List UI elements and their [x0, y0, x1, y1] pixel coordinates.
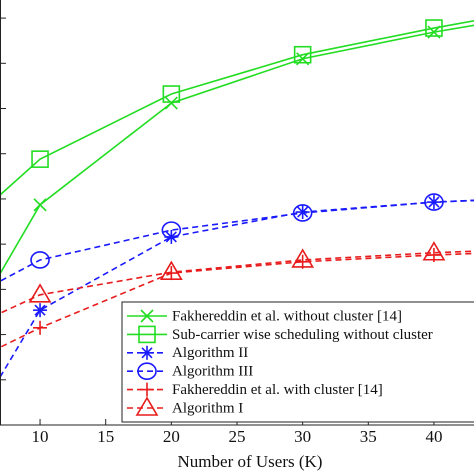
marker — [33, 198, 47, 212]
marker-shape — [293, 45, 312, 64]
x-tick-label: 35 — [360, 427, 377, 446]
x-tick-label: 10 — [32, 427, 49, 446]
marker — [161, 221, 182, 239]
series-line — [0, 20, 474, 197]
legend-label: Sub-carrier wise scheduling without clus… — [172, 327, 433, 343]
marker-shape — [162, 85, 181, 103]
marker — [140, 345, 154, 360]
marker — [138, 325, 156, 344]
marker-stroke — [164, 96, 178, 110]
x-tick-label: 25 — [229, 427, 246, 446]
marker-shape — [425, 19, 443, 37]
marker-stroke — [165, 231, 177, 243]
marker-shape — [422, 241, 446, 261]
marker-shape — [291, 248, 315, 268]
marker — [162, 85, 181, 103]
marker — [140, 382, 154, 397]
marker-stroke — [141, 347, 153, 359]
x-tick-label: 40 — [425, 427, 442, 446]
legend-label: Algorithm II — [172, 345, 248, 361]
marker-shape — [161, 221, 182, 239]
marker-stroke — [34, 304, 46, 316]
marker-shape — [31, 150, 49, 168]
x-tick-label: 15 — [97, 427, 114, 446]
legend: Fakhereddin et al. without cluster [14] S… — [121, 301, 474, 423]
x-tick-label: 20 — [163, 427, 180, 446]
marker-shape — [424, 193, 444, 211]
series-line — [0, 250, 474, 315]
x-axis-label: Number of Users (K) — [178, 452, 323, 471]
marker — [140, 309, 154, 323]
marker-shape — [159, 260, 183, 280]
marker-shape — [28, 283, 52, 303]
marker — [33, 320, 48, 335]
marker — [30, 251, 50, 269]
marker — [137, 362, 157, 381]
marker-stroke — [140, 309, 154, 323]
marker — [291, 248, 315, 268]
plot-area — [0, 19, 474, 379]
series-line — [0, 252, 474, 349]
series-line — [0, 24, 474, 276]
marker — [135, 396, 159, 416]
marker — [295, 205, 310, 220]
marker — [425, 19, 443, 37]
series-line — [0, 199, 474, 283]
marker-shape — [292, 204, 313, 222]
marker — [164, 96, 178, 110]
marker — [422, 241, 446, 261]
marker-shape — [138, 325, 156, 344]
marker — [28, 283, 52, 303]
legend-label: Fakhereddin et al. with cluster [14] — [172, 382, 383, 398]
legend-label: Fakhereddin et al. without cluster [14] — [172, 308, 402, 324]
marker — [424, 193, 444, 211]
marker-stroke — [33, 198, 47, 212]
legend-label: Algorithm I — [172, 400, 243, 416]
legend-box — [121, 301, 474, 423]
marker — [292, 204, 313, 222]
marker — [31, 150, 49, 168]
marker-shape — [30, 251, 50, 269]
marker — [33, 303, 48, 318]
marker-stroke — [297, 206, 309, 218]
x-tick-label: 30 — [294, 427, 311, 446]
marker — [293, 45, 312, 64]
marker-shape — [137, 362, 157, 381]
marker — [159, 260, 183, 280]
marker-shape — [135, 396, 159, 416]
legend-label: Algorithm III — [172, 364, 253, 380]
